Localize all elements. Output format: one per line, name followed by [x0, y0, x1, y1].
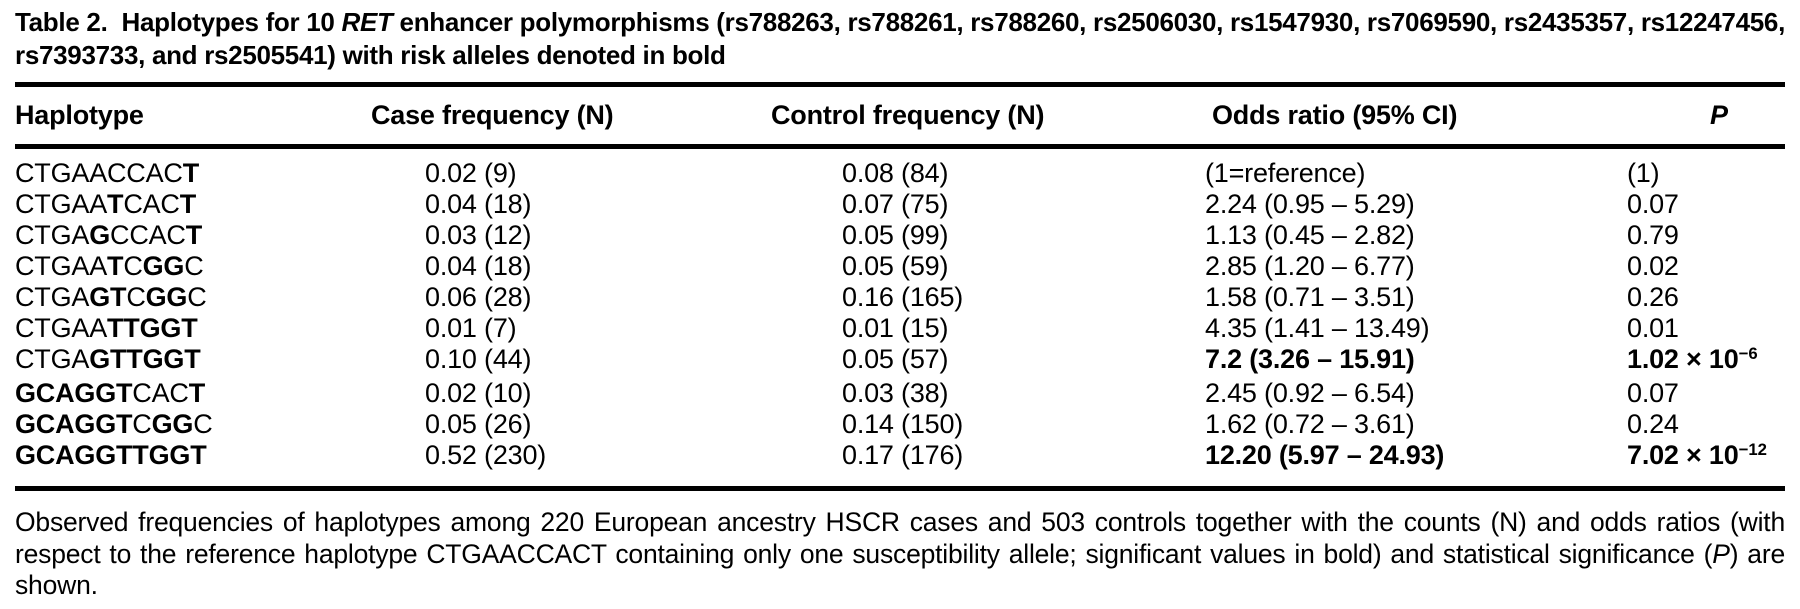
haplotype-cell: CTGAATCGGC: [15, 251, 204, 281]
bottom-rule: [15, 486, 1785, 491]
p-value-cell: 0.01: [1627, 313, 1679, 343]
case-frequency-cell: 0.02 (10): [425, 378, 532, 408]
table-row: GCAGGTCGGC 0.05 (26) 0.14 (150) 1.62 (0.…: [15, 409, 1785, 440]
header-rule: [15, 144, 1785, 149]
control-frequency-cell: 0.05 (99): [842, 220, 949, 250]
control-frequency-cell: 0.05 (59): [842, 251, 949, 281]
case-frequency-cell: 0.04 (18): [425, 189, 532, 219]
p-value-cell: 0.07: [1627, 378, 1679, 408]
table-footnote: Observed frequencies of haplotypes among…: [15, 507, 1786, 600]
column-header-case-frequency: Case frequency (N): [371, 100, 614, 130]
case-frequency-cell: 0.52 (230): [425, 440, 547, 470]
table-row: CTGAGTTGGT 0.10 (44) 0.05 (57) 7.2 (3.26…: [15, 344, 1785, 378]
control-frequency-cell: 0.16 (165): [842, 282, 964, 312]
haplotype-cell: GCAGGTCACT: [15, 378, 205, 408]
case-frequency-cell: 0.06 (28): [425, 282, 532, 312]
odds-ratio-cell: 2.45 (0.92 – 6.54): [1205, 378, 1415, 408]
case-frequency-cell: 0.01 (7): [425, 313, 517, 343]
haplotype-cell: CTGAGTTGGT: [15, 344, 201, 374]
table-row: GCAGGTTGGT 0.52 (230) 0.17 (176) 12.20 (…: [15, 440, 1785, 474]
p-value-cell: 0.26: [1627, 282, 1679, 312]
table-row: CTGAATCACT 0.04 (18) 0.07 (75) 2.24 (0.9…: [15, 189, 1785, 220]
table-row: CTGAATTGGT 0.01 (7) 0.01 (15) 4.35 (1.41…: [15, 313, 1785, 344]
p-value-cell: (1): [1627, 158, 1660, 188]
odds-ratio-cell: 12.20 (5.97 – 24.93): [1205, 440, 1445, 470]
case-frequency-cell: 0.04 (18): [425, 251, 532, 281]
p-value-cell: 0.24: [1627, 409, 1679, 439]
odds-ratio-cell: 1.58 (0.71 – 3.51): [1205, 282, 1415, 312]
column-header-odds-ratio: Odds ratio (95% CI): [1212, 100, 1458, 130]
odds-ratio-cell: 1.62 (0.72 – 3.61): [1205, 409, 1415, 439]
table-body: CTGAACCACT 0.02 (9) 0.08 (84) (1=referen…: [15, 149, 1785, 486]
haplotype-cell: CTGAATCACT: [15, 189, 197, 219]
odds-ratio-cell: 1.13 (0.45 – 2.82): [1205, 220, 1415, 250]
table-number-label: Table 2.: [15, 7, 108, 37]
column-header-control-frequency: Control frequency (N): [771, 100, 1045, 130]
table-row: CTGAATCGGC 0.04 (18) 0.05 (59) 2.85 (1.2…: [15, 251, 1785, 282]
odds-ratio-cell: 2.24 (0.95 – 5.29): [1205, 189, 1415, 219]
case-frequency-cell: 0.10 (44): [425, 344, 532, 374]
table-title: Table 2. Haplotypes for 10 RET enhancer p…: [15, 6, 1785, 72]
odds-ratio-cell: 2.85 (1.20 – 6.77): [1205, 251, 1415, 281]
haplotype-cell: CTGAGCCACT: [15, 220, 203, 250]
case-frequency-cell: 0.03 (12): [425, 220, 532, 250]
case-frequency-cell: 0.05 (26): [425, 409, 532, 439]
table-row: CTGAGTCGGC 0.06 (28) 0.16 (165) 1.58 (0.…: [15, 282, 1785, 313]
table-row: CTGAACCACT 0.02 (9) 0.08 (84) (1=referen…: [15, 158, 1785, 189]
control-frequency-cell: 0.01 (15): [842, 313, 949, 343]
haplotype-cell: GCAGGTCGGC: [15, 409, 213, 439]
control-frequency-cell: 0.03 (38): [842, 378, 949, 408]
haplotype-cell: GCAGGTTGGT: [15, 440, 207, 470]
case-frequency-cell: 0.02 (9): [425, 158, 517, 188]
column-header-p-value: P: [1710, 100, 1728, 130]
odds-ratio-cell: 7.2 (3.26 – 15.91): [1205, 344, 1415, 374]
top-rule: [15, 82, 1785, 87]
p-value-cell: 0.02: [1627, 251, 1679, 281]
table-title-text: Haplotypes for 10 RET enhancer polymorph…: [15, 7, 1786, 70]
table-header-row: Haplotype Case frequency (N) Control fre…: [15, 87, 1785, 144]
odds-ratio-cell: (1=reference): [1205, 158, 1366, 188]
control-frequency-cell: 0.07 (75): [842, 189, 949, 219]
p-value-cell: 0.07: [1627, 189, 1679, 219]
control-frequency-cell: 0.17 (176): [842, 440, 964, 470]
p-value-cell: 0.79: [1627, 220, 1679, 250]
p-value-cell: 1.02 × 10−6: [1627, 343, 1758, 374]
column-header-haplotype: Haplotype: [15, 100, 144, 130]
haplotype-cell: CTGAATTGGT: [15, 313, 198, 343]
table-row: GCAGGTCACT 0.02 (10) 0.03 (38) 2.45 (0.9…: [15, 378, 1785, 409]
p-value-cell: 7.02 × 10−12: [1627, 439, 1767, 470]
control-frequency-cell: 0.08 (84): [842, 158, 949, 188]
odds-ratio-cell: 4.35 (1.41 – 13.49): [1205, 313, 1430, 343]
control-frequency-cell: 0.14 (150): [842, 409, 964, 439]
table-row: CTGAGCCACT 0.03 (12) 0.05 (99) 1.13 (0.4…: [15, 220, 1785, 251]
haplotype-cell: CTGAGTCGGC: [15, 282, 207, 312]
haplotype-cell: CTGAACCACT: [15, 158, 200, 188]
control-frequency-cell: 0.05 (57): [842, 344, 949, 374]
